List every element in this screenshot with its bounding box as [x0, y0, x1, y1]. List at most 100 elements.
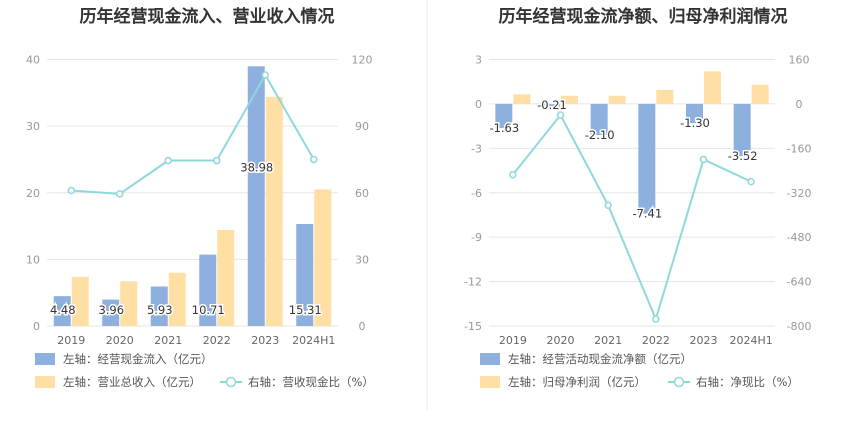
bar[interactable]	[704, 71, 721, 104]
bar[interactable]	[590, 103, 608, 136]
right-axis-tick-label: 60	[355, 187, 369, 200]
line-point[interactable]	[310, 155, 318, 164]
left-axis-tick-label: 20	[26, 187, 40, 200]
bar[interactable]	[686, 103, 703, 124]
left-axis-tick-label: 0	[33, 320, 40, 333]
x-axis-tick-label: 2020	[547, 334, 575, 347]
legend-swatch	[35, 353, 55, 365]
data-label: 4.48	[50, 303, 76, 317]
bar[interactable]	[638, 103, 656, 214]
data-label: -1.63	[489, 121, 519, 135]
legend-marker	[673, 376, 685, 388]
data-label: -7.41	[632, 207, 662, 221]
bar-series-1	[53, 66, 314, 327]
legend-label: 右轴：净现比（%）	[696, 375, 799, 389]
right-axis-tick-label: -160	[787, 142, 812, 155]
right-axis-tick-label: 30	[355, 253, 369, 266]
data-label: -1.30	[680, 116, 710, 130]
bar[interactable]	[543, 103, 560, 108]
right-axis-tick-label: 90	[355, 120, 369, 133]
bar[interactable]	[265, 96, 283, 326]
series-line	[71, 73, 315, 195]
x-axis-tick-label: 2019	[499, 334, 527, 347]
legend-label: 左轴：营业总收入（亿元）	[63, 375, 201, 389]
bar[interactable]	[102, 299, 120, 326]
line-point[interactable]	[652, 315, 660, 323]
chart-2: 历年经营现金流净额、归母净利润情况 -15 -12 -9 -6 -3 0 3 -800 -640 -…	[464, 6, 811, 389]
line-point[interactable]	[509, 170, 517, 179]
x-axis-tick-label: 2021	[594, 334, 622, 347]
legend-swatch	[480, 376, 500, 388]
bar-series-1	[495, 103, 751, 214]
data-label: 3.96	[98, 303, 124, 317]
right-axis-tick-label: 0	[796, 98, 803, 111]
right-axis-tick-label: 120	[352, 54, 373, 67]
bar[interactable]	[217, 230, 235, 326]
legend-swatch	[35, 376, 55, 388]
x-axis-tick-label: 2022	[203, 334, 231, 347]
bar[interactable]	[608, 95, 626, 104]
legend-item[interactable]: 右轴：净现比（%）	[668, 375, 799, 389]
left-axis-tick-label: -3	[471, 142, 482, 155]
bar[interactable]	[71, 276, 89, 326]
data-label: -3.52	[728, 149, 758, 163]
data-label: 5.93	[147, 303, 173, 317]
left-axis-tick-label: 0	[475, 98, 482, 111]
chart-title: 历年经营现金流入、营业收入情况	[80, 6, 335, 27]
line-point[interactable]	[699, 155, 708, 164]
line-point[interactable]	[261, 71, 269, 79]
bar[interactable]	[199, 254, 217, 326]
line-point[interactable]	[67, 186, 75, 195]
line-point[interactable]	[556, 111, 565, 119]
bar[interactable]	[733, 103, 751, 157]
left-axis-tick-label: 30	[26, 120, 40, 133]
legend-item[interactable]: 左轴：经营现金流入（亿元）	[35, 352, 213, 366]
bar[interactable]	[751, 84, 769, 104]
bar[interactable]	[561, 95, 578, 104]
bar[interactable]	[168, 272, 186, 326]
bar[interactable]	[495, 103, 513, 129]
right-axis-tick-label: -800	[787, 320, 812, 333]
x-axis-tick-label: 2020	[106, 334, 134, 347]
series-line	[512, 113, 752, 323]
left-axis-tick-label: -12	[464, 276, 482, 289]
legend-item[interactable]: 左轴：经营活动现金流净额（亿元）	[480, 352, 692, 366]
line-series	[509, 111, 755, 323]
line-point[interactable]	[164, 156, 172, 165]
x-axis-tick-label: 2024H1	[292, 334, 335, 347]
bar[interactable]	[513, 94, 531, 104]
line-point[interactable]	[213, 156, 221, 165]
legend-item[interactable]: 左轴：归母净利润（亿元）	[480, 375, 646, 389]
line-series	[67, 71, 318, 198]
bar-series-2	[71, 96, 332, 326]
bar[interactable]	[314, 189, 332, 326]
data-label: -0.21	[537, 98, 567, 112]
data-label: 10.71	[192, 303, 225, 317]
right-axis-tick-label: -320	[787, 187, 812, 200]
legend-label: 左轴：经营活动现金流净额（亿元）	[508, 352, 692, 366]
right-axis-tick-label: 0	[359, 320, 366, 333]
bar[interactable]	[656, 89, 674, 104]
line-point[interactable]	[747, 177, 755, 186]
line-point[interactable]	[116, 190, 124, 198]
legend-label: 左轴：归母净利润（亿元）	[508, 375, 646, 389]
bar[interactable]	[53, 296, 71, 326]
x-axis-tick-label: 2022	[642, 334, 670, 347]
line-point[interactable]	[604, 201, 612, 209]
bar[interactable]	[296, 223, 314, 326]
legend-item[interactable]: 右轴：营收现金比（%）	[220, 375, 374, 389]
x-axis-tick-label: 2019	[57, 334, 85, 347]
x-axis-tick-label: 2024H1	[730, 334, 773, 347]
legend-label: 右轴：营收现金比（%）	[248, 375, 374, 389]
legend-label: 左轴：经营现金流入（亿元）	[63, 352, 213, 366]
legend-item[interactable]: 左轴：营业总收入（亿元）	[35, 375, 201, 389]
bar[interactable]	[150, 286, 168, 326]
chart-1: 历年经营现金流入、营业收入情况 0 10 20 30 40 0 30 60 90 120 2019 20…	[26, 6, 374, 389]
x-axis-tick-label: 2021	[154, 334, 182, 347]
gridlines	[489, 59, 775, 327]
right-axis-tick-label: -640	[787, 276, 812, 289]
bar[interactable]	[120, 281, 138, 326]
bar[interactable]	[247, 66, 265, 327]
legend-marker	[225, 376, 237, 388]
